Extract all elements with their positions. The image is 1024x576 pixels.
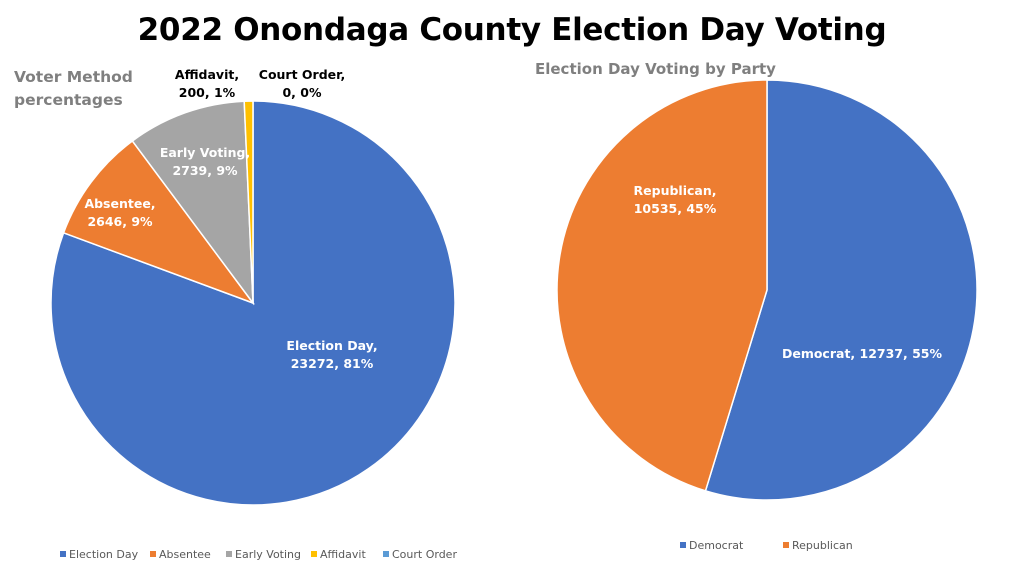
pie-slice-absentee bbox=[62, 139, 256, 305]
data-label: Court Order, 0, 0% bbox=[259, 67, 345, 100]
legend-swatch bbox=[60, 551, 66, 557]
legend-label: Affidavit bbox=[320, 548, 366, 561]
pie-slice-democrat bbox=[704, 79, 978, 501]
legend-swatch bbox=[680, 542, 686, 548]
data-label: Election Day, 23272, 81% bbox=[286, 338, 377, 371]
legend-swatch bbox=[783, 542, 789, 548]
legend-swatch bbox=[226, 551, 232, 557]
data-label: Affidavit, 200, 1% bbox=[175, 67, 239, 100]
legend-swatch bbox=[383, 551, 389, 557]
legend-swatch bbox=[150, 551, 156, 557]
legend-label: Republican bbox=[792, 539, 853, 552]
legend-label: Democrat bbox=[689, 539, 744, 552]
data-label: Republican, 10535, 45% bbox=[634, 183, 717, 216]
legend-swatch bbox=[311, 551, 317, 557]
data-label: Democrat, 12737, 55% bbox=[782, 346, 943, 361]
legend-label: Election Day bbox=[69, 548, 139, 561]
page-title: 2022 Onondaga County Election Day Voting bbox=[137, 12, 887, 48]
pie-slice-affidavit bbox=[243, 100, 254, 304]
data-label: Early Voting, 2739, 9% bbox=[160, 145, 250, 178]
left-chart-title: Voter Method percentages bbox=[14, 68, 133, 109]
legend-label: Absentee bbox=[159, 548, 211, 561]
right-chart-title: Election Day Voting by Party bbox=[535, 60, 776, 78]
data-label: Absentee, 2646, 9% bbox=[84, 196, 155, 229]
pie-slice-republican bbox=[556, 79, 768, 492]
legend-label: Early Voting bbox=[235, 548, 301, 561]
legend-label: Court Order bbox=[392, 548, 457, 561]
pie-slice-early-voting bbox=[131, 100, 254, 306]
